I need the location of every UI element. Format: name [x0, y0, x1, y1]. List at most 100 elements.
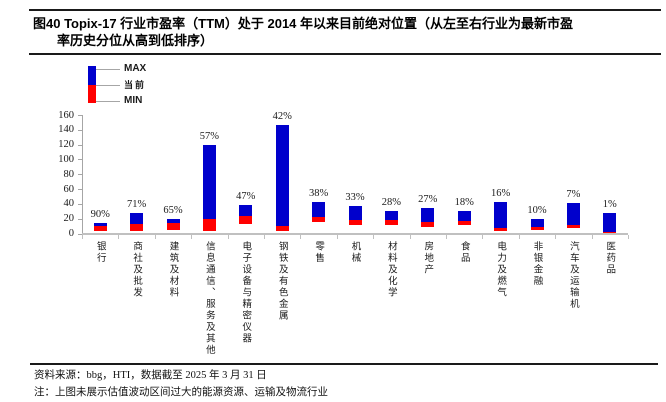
percentile-label: 16% — [490, 187, 511, 199]
x-axis-tick — [409, 235, 411, 239]
percentile-label: 7% — [566, 189, 581, 201]
bar-current-segment — [239, 216, 253, 224]
x-axis-tick — [482, 235, 484, 239]
category-label: 食品 — [458, 240, 469, 264]
percentile-label: 33% — [345, 192, 365, 204]
figure-title-line2: 率历史分位从高到低排序） — [57, 33, 214, 48]
legend-connector-line-current — [96, 85, 120, 86]
y-axis-tick — [78, 203, 83, 205]
y-axis-tick — [78, 189, 83, 191]
bar-current-segment — [384, 220, 398, 225]
category-label: 汽车及运输机 — [567, 240, 578, 310]
percentile-label: 71% — [126, 198, 147, 210]
bar-max-segment — [312, 202, 326, 218]
legend-label-current: 当前 — [124, 80, 147, 90]
category-label: 零售 — [313, 240, 324, 264]
bar-max-segment — [130, 212, 144, 225]
bar-current-segment — [130, 224, 144, 232]
bar-max-segment — [93, 223, 107, 226]
bar-current-segment — [275, 226, 289, 232]
bar-max-segment — [421, 208, 435, 223]
bar-current-segment — [603, 231, 617, 233]
category-label: 信息通信、服务及其他 — [203, 240, 214, 356]
header-top-rule — [29, 9, 661, 11]
percentile-label: 28% — [381, 196, 402, 208]
bar-max-segment — [457, 211, 471, 221]
y-axis-tick — [78, 174, 83, 176]
bar-max-segment — [494, 201, 508, 229]
bar-current-segment — [93, 225, 107, 232]
percentile-label: 18% — [454, 197, 474, 209]
title-bottom-rule — [29, 53, 661, 55]
legend-current-swatch — [88, 85, 96, 103]
x-axis-tick — [154, 235, 156, 239]
y-tick-label: 60 — [63, 183, 75, 195]
category-label: 钢铁及有色金属 — [276, 240, 287, 322]
footnote: 注：上图未展示估值波动区间过大的能源资源、运输及物流行业 — [34, 387, 328, 398]
category-label: 机械 — [349, 240, 360, 264]
bar-max-segment — [275, 124, 289, 227]
legend-max-swatch — [88, 66, 96, 85]
bar-current-segment — [166, 223, 180, 230]
x-axis-tick — [227, 235, 229, 239]
percentile-label: 57% — [199, 130, 220, 142]
category-label: 电子设备与精密仪器 — [240, 240, 251, 345]
y-axis-tick — [78, 129, 83, 131]
figure-title: 图40 Topix-17 行业市盈率（TTM）处于 2014 年以来目前绝对位置… — [33, 15, 658, 49]
x-axis-tick — [118, 235, 120, 239]
category-label: 建筑及材料 — [167, 240, 178, 299]
y-tick-label: 160 — [58, 109, 74, 121]
y-axis-tick — [78, 233, 83, 235]
bar-current-segment — [494, 228, 508, 232]
category-label: 医药品 — [604, 240, 615, 276]
bar-max-segment — [566, 203, 580, 226]
x-axis-tick — [82, 235, 83, 239]
percentile-label: 1% — [602, 198, 617, 210]
percentile-label: 27% — [418, 194, 438, 206]
bar-max-segment — [239, 204, 253, 217]
y-tick-label: 80 — [63, 168, 75, 180]
bar-max-segment — [384, 210, 398, 221]
chart-legend: MAX 当前 MIN — [88, 64, 178, 110]
y-tick-label: 40 — [63, 198, 75, 210]
x-axis-tick — [591, 235, 593, 239]
x-axis-tick — [628, 235, 629, 239]
category-label: 银行 — [94, 240, 105, 264]
percentile-label: 90% — [90, 209, 110, 221]
category-label: 商社及批发 — [131, 240, 142, 299]
percentile-label: 10% — [527, 204, 547, 216]
percentile-label: 65% — [163, 204, 183, 216]
percentile-label: 47% — [236, 190, 256, 202]
y-tick-label: 0 — [68, 228, 74, 239]
bar-current-segment — [202, 218, 216, 231]
x-axis-tick — [264, 235, 265, 239]
bar-current-segment — [457, 220, 471, 225]
legend-connector-line-min — [96, 101, 120, 102]
percentile-label: 38% — [308, 188, 329, 200]
bar-current-segment — [421, 222, 435, 227]
y-axis-tick — [78, 115, 83, 116]
y-axis-tick — [78, 159, 83, 161]
bar-current-segment — [312, 217, 326, 223]
x-axis-tick — [446, 235, 447, 239]
bar-current-segment — [566, 225, 580, 228]
x-axis-tick — [191, 235, 193, 239]
y-tick-label: 120 — [58, 139, 74, 151]
y-tick-label: 100 — [58, 153, 74, 165]
category-label: 电力及燃气 — [495, 240, 506, 299]
y-axis-tick — [78, 218, 83, 220]
bar-max-segment — [202, 144, 216, 219]
x-axis-tick — [555, 235, 557, 239]
source-note: 资料来源：bbg，HTI，数据截至 2025 年 3 月 31 日 — [34, 370, 267, 381]
legend-label-min: MIN — [124, 95, 143, 106]
y-tick-label: 20 — [63, 213, 75, 225]
bar-max-segment — [166, 218, 180, 224]
legend-label-max: MAX — [124, 63, 147, 74]
bar-current-segment — [348, 220, 362, 226]
footer-top-rule — [30, 363, 658, 365]
bar-max-segment — [348, 206, 362, 221]
x-axis-tick — [336, 235, 338, 239]
bar-max-segment — [530, 218, 544, 227]
x-axis-tick — [300, 235, 302, 239]
